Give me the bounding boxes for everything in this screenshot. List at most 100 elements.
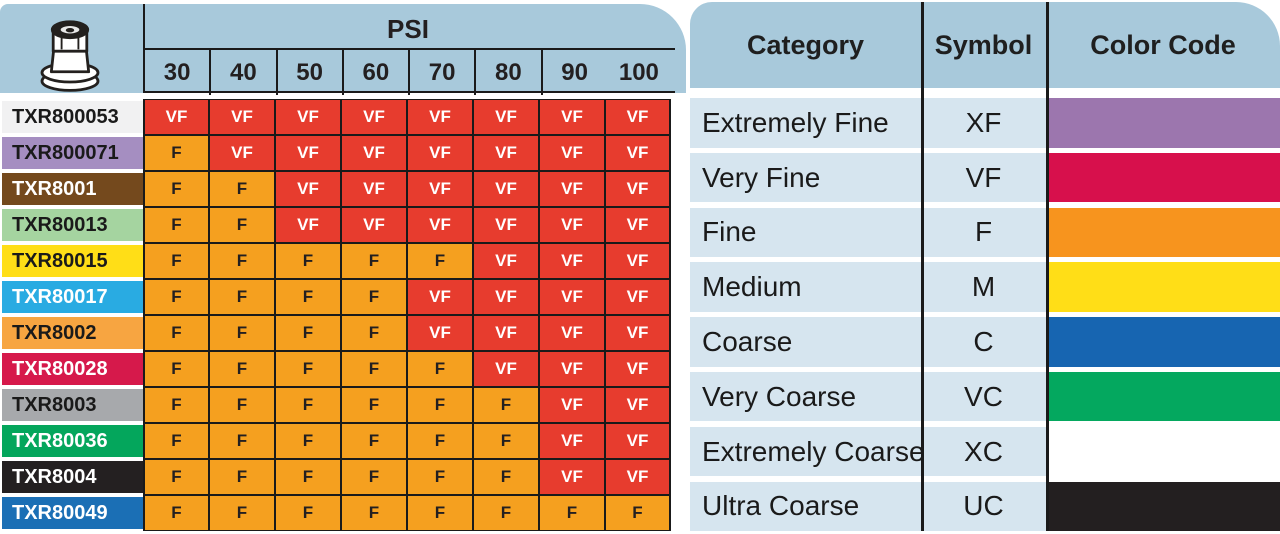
- nozzle-label-cell: TXR80013: [0, 207, 143, 243]
- droplet-size-cell: VF: [605, 99, 671, 135]
- nozzle-model-label: TXR80028: [2, 353, 143, 385]
- psi-col-100: 100: [618, 58, 659, 86]
- legend-category-label: Fine: [702, 216, 757, 248]
- droplet-size-cell: F: [143, 423, 209, 459]
- nozzle-label-cell: TXR80015: [0, 243, 143, 279]
- nozzle-label-cell: TXR800053: [0, 99, 143, 135]
- legend-category-label: Ultra Coarse: [702, 490, 860, 522]
- droplet-size-cell: VF: [539, 99, 605, 135]
- droplet-size-cell: VF: [275, 99, 341, 135]
- droplet-size-cell: F: [605, 495, 671, 531]
- droplet-size-cell: VF: [209, 99, 275, 135]
- legend-category-label: Medium: [702, 271, 802, 303]
- droplet-size-cell: VF: [473, 351, 539, 387]
- droplet-size-cell: VF: [539, 459, 605, 495]
- nozzle-label-cell: TXR800071: [0, 135, 143, 171]
- psi-column-headers: 30 40 50 60 70 80 90 100: [145, 50, 671, 95]
- droplet-size-cell: VF: [275, 207, 341, 243]
- legend-symbol-label: VC: [964, 380, 1003, 412]
- droplet-size-cell: F: [209, 279, 275, 315]
- legend-color-swatch: [1049, 426, 1280, 477]
- nozzle-row: TXR800071 F VF VF VF VF VF VF VF: [0, 135, 671, 171]
- droplet-size-cell: F: [275, 315, 341, 351]
- legend-header: Category Symbol Color Code: [690, 2, 1280, 88]
- nozzle-row: TXR80049 F F F F F F F F: [0, 495, 671, 531]
- droplet-size-cell: VF: [605, 459, 671, 495]
- nozzle-label-cell: TXR80028: [0, 351, 143, 387]
- droplet-size-cell: F: [341, 459, 407, 495]
- nozzle-label-cell: TXR80036: [0, 423, 143, 459]
- droplet-size-cell: F: [473, 459, 539, 495]
- nozzle-label-cell: TXR8003: [0, 387, 143, 423]
- droplet-size-cell: VF: [407, 207, 473, 243]
- droplet-size-cell: F: [209, 351, 275, 387]
- droplet-size-cell: F: [209, 207, 275, 243]
- legend-row-background: [690, 371, 1046, 422]
- droplet-size-cell: F: [275, 243, 341, 279]
- droplet-size-cell: F: [275, 459, 341, 495]
- droplet-size-cell: VF: [407, 171, 473, 207]
- psi-col-50: 50: [275, 50, 342, 95]
- droplet-size-cell: VF: [605, 135, 671, 171]
- legend-color-swatch: [1049, 262, 1280, 312]
- droplet-size-cell: F: [341, 351, 407, 387]
- legend-row-background: [690, 98, 1046, 148]
- droplet-size-cell: VF: [473, 135, 539, 171]
- droplet-size-cell: VF: [605, 243, 671, 279]
- legend-category-label: Very Fine: [702, 161, 821, 193]
- droplet-size-cell: VF: [539, 279, 605, 315]
- legend-color-swatch: [1049, 371, 1280, 422]
- psi-header-bottom-line: [143, 91, 675, 93]
- nozzle-model-label: TXR80049: [2, 497, 143, 529]
- droplet-size-cell: F: [407, 459, 473, 495]
- droplet-size-cell: F: [275, 423, 341, 459]
- nozzle-label-cell: TXR8002: [0, 315, 143, 351]
- droplet-size-cell: F: [341, 495, 407, 531]
- nozzle-label-cell: TXR8001: [0, 171, 143, 207]
- droplet-size-cell: F: [143, 243, 209, 279]
- psi-col-90: 90: [540, 50, 607, 95]
- legend-category-label: Coarse: [702, 325, 793, 357]
- droplet-size-cell: F: [473, 423, 539, 459]
- droplet-size-cell: VF: [605, 279, 671, 315]
- psi-col-60: 60: [341, 50, 408, 95]
- nozzle-label-cell: TXR80049: [0, 495, 143, 531]
- legend-symbol-label: M: [971, 271, 996, 303]
- droplet-size-cell: VF: [407, 99, 473, 135]
- droplet-size-cell: VF: [143, 99, 209, 135]
- legend-color-swatch: [1049, 481, 1280, 532]
- legend-symbol-label: VF: [965, 161, 1002, 193]
- legend-row-background: [690, 426, 1046, 477]
- psi-col-40: 40: [209, 50, 275, 95]
- legend-row-background: [690, 481, 1046, 532]
- legend-column-divider-1: [921, 2, 924, 531]
- droplet-size-cell: F: [341, 243, 407, 279]
- nozzle-label-cell: TXR80017: [0, 279, 143, 315]
- droplet-size-cell: F: [407, 243, 473, 279]
- nozzle-label-cell: TXR8004: [0, 459, 143, 495]
- legend-row: Extremely Coarse XC: [690, 426, 1280, 477]
- legend-symbol-label: XC: [964, 435, 1003, 467]
- nozzle-row: TXR800053 VF VF VF VF VF VF VF VF: [0, 99, 671, 135]
- nozzle-row: TXR80017 F F F F VF VF VF VF: [0, 279, 671, 315]
- legend-row: Very Fine VF: [690, 152, 1280, 203]
- legend-row: Fine F: [690, 207, 1280, 258]
- droplet-size-cell: VF: [275, 171, 341, 207]
- psi-header-divider: [143, 48, 675, 50]
- nozzle-model-label: TXR8003: [2, 389, 143, 421]
- legend-category-label: Extremely Fine: [702, 106, 889, 138]
- droplet-size-cell: VF: [473, 99, 539, 135]
- droplet-size-cell: VF: [539, 171, 605, 207]
- psi-col-80: 80: [474, 50, 540, 95]
- legend-category-label: Extremely Coarse: [702, 435, 925, 467]
- droplet-size-cell: F: [143, 171, 209, 207]
- nozzle-model-label: TXR80036: [2, 425, 143, 457]
- droplet-size-cell: F: [143, 351, 209, 387]
- droplet-size-cell: F: [407, 423, 473, 459]
- legend-column-divider-2: [1046, 2, 1049, 531]
- droplet-size-cell: F: [407, 351, 473, 387]
- nozzle-model-label: TXR800053: [2, 101, 143, 133]
- legend-symbol-label: C: [973, 325, 994, 357]
- legend-row-background: [690, 317, 1046, 367]
- nozzle-row: TXR80013 F F VF VF VF VF VF VF: [0, 207, 671, 243]
